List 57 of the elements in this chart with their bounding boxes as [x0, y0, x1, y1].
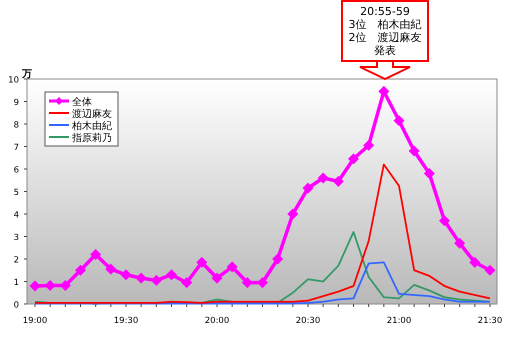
legend-label: 柏木由紀: [71, 120, 112, 132]
text: 発表: [374, 44, 396, 57]
legend-label: 全体: [72, 96, 92, 108]
x-tick-label: 19:00: [22, 316, 48, 326]
line-series: [34, 164, 491, 304]
point: [332, 176, 344, 187]
x-tick-label: 21:30: [478, 316, 502, 326]
x-tick-label: 20:30: [296, 316, 320, 326]
point: [242, 277, 253, 288]
point: [439, 215, 450, 226]
point: [348, 153, 359, 164]
point: [378, 86, 390, 97]
point: [166, 269, 177, 280]
point: [469, 256, 480, 268]
x-tick-label: 19:30: [114, 316, 138, 326]
y-tick-label: 0: [14, 300, 19, 310]
point: [181, 277, 192, 288]
legend-label: 渡辺麻友: [72, 108, 112, 120]
text: 2位 渡辺麻友: [348, 31, 422, 44]
y-axis-title: 万: [21, 69, 32, 80]
point: [212, 272, 222, 284]
point: [272, 254, 284, 264]
point: [454, 238, 466, 249]
point: [105, 264, 116, 275]
point: [136, 272, 147, 284]
point: [75, 264, 86, 276]
y-tick-label: 1: [14, 278, 19, 288]
point: [408, 146, 420, 156]
legend-label: 指原莉乃: [71, 132, 112, 144]
line-series: [34, 261, 491, 304]
point: [484, 264, 496, 276]
y-tick-label: 4: [14, 210, 19, 220]
x-tick-label: 20:00: [204, 316, 230, 326]
point: [226, 261, 238, 272]
point: [318, 172, 329, 184]
y-tick-label: 9: [14, 98, 19, 108]
point: [150, 274, 162, 286]
y-tick-label: 2: [14, 256, 19, 266]
point: [120, 269, 132, 280]
point: [30, 280, 40, 292]
point: [90, 249, 102, 260]
point: [424, 168, 435, 179]
point: [394, 115, 404, 126]
y-tick-label: 5: [14, 188, 19, 198]
text: 3位 柏木由紀: [348, 18, 422, 31]
y-tick-label: 8: [14, 120, 19, 130]
point: [302, 182, 314, 194]
point: [196, 256, 208, 268]
point: [257, 277, 268, 288]
point: [287, 208, 298, 220]
y-tick-label: 10: [8, 76, 19, 86]
y-tick-label: 3: [14, 233, 19, 243]
y-tick-label: 6: [14, 166, 19, 176]
text: 20:55-59: [360, 5, 410, 18]
y-tick-label: 7: [14, 143, 19, 153]
x-tick-label: 21:00: [386, 316, 412, 326]
point: [363, 140, 374, 151]
